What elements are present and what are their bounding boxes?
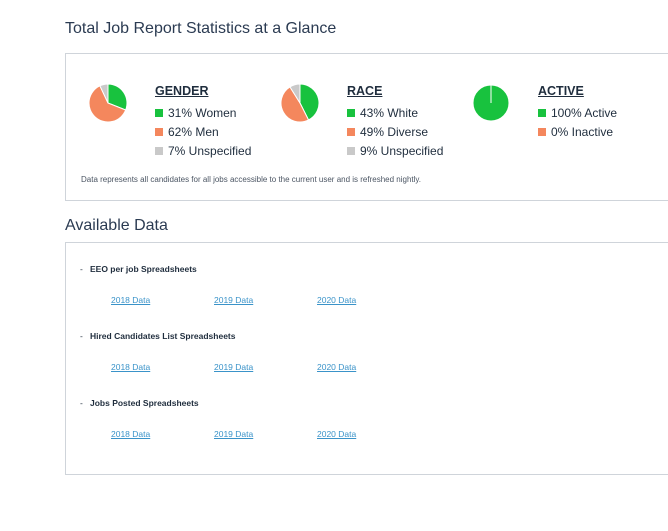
eeo-2020-link[interactable]: 2020 Data <box>317 295 357 305</box>
swatch <box>155 109 163 117</box>
gender-heading: GENDER <box>155 84 209 98</box>
legend-label: 9% Unspecified <box>360 144 444 158</box>
legend-item: 9% Unspecified <box>347 142 443 161</box>
swatch <box>347 147 355 155</box>
group-title: - Jobs Posted Spreadsheets <box>80 398 199 408</box>
group-title: - Hired Candidates List Spreadsheets <box>80 331 236 341</box>
legend-item: 43% White <box>347 104 443 123</box>
eeo-2019-link[interactable]: 2019 Data <box>214 295 254 305</box>
pie-slice <box>88 85 127 123</box>
pie-slice <box>289 83 301 105</box>
hired-2020-link[interactable]: 2020 Data <box>317 362 357 372</box>
stats-panel: GENDER 31% Women 62% Men 7% Unspecified … <box>65 53 668 201</box>
race-pie-chart <box>280 83 320 123</box>
dash-icon: - <box>80 331 83 341</box>
hired-2018-link[interactable]: 2018 Data <box>111 362 151 372</box>
legend-label: 62% Men <box>168 125 219 139</box>
legend-label: 43% White <box>360 106 419 120</box>
swatch <box>538 109 546 117</box>
jobs-2020-link[interactable]: 2020 Data <box>317 429 357 439</box>
group-title: - EEO per job Spreadsheets <box>80 264 197 274</box>
legend-item: 62% Men <box>155 123 251 142</box>
legend-label: 7% Unspecified <box>168 144 252 158</box>
swatch <box>155 128 163 136</box>
swatch <box>538 128 546 136</box>
active-heading: ACTIVE <box>538 84 584 98</box>
swatch <box>347 128 355 136</box>
legend-label: 49% Diverse <box>360 125 429 139</box>
eeo-2018-link[interactable]: 2018 Data <box>111 295 151 305</box>
active-pie-chart <box>472 84 510 122</box>
pie-slice <box>280 86 310 123</box>
available-data-title: Available Data <box>65 217 168 234</box>
stats-note: Data represents all candidates for all j… <box>81 175 422 184</box>
hired-2019-link[interactable]: 2019 Data <box>214 362 254 372</box>
swatch <box>347 109 355 117</box>
jobs-2019-link[interactable]: 2019 Data <box>214 429 254 439</box>
legend-item: 0% Inactive <box>538 123 617 142</box>
stats-section-title: Total Job Report Statistics at a Glance <box>65 20 337 37</box>
legend-label: 31% Women <box>168 106 237 120</box>
pie-slice <box>107 83 128 111</box>
pie-slice <box>99 83 109 104</box>
pie-slice <box>299 83 320 121</box>
legend-item: 49% Diverse <box>347 123 443 142</box>
available-data-panel: - EEO per job Spreadsheets 2018 Data 2019… <box>65 242 668 475</box>
legend-item: 7% Unspecified <box>155 142 251 161</box>
legend-item: 31% Women <box>155 104 251 123</box>
gender-pie-chart <box>88 83 128 123</box>
race-heading: RACE <box>347 84 383 98</box>
legend-item: 100% Active <box>538 104 617 123</box>
dash-icon: - <box>80 264 83 274</box>
swatch <box>155 147 163 155</box>
dash-icon: - <box>80 398 83 408</box>
jobs-2018-link[interactable]: 2018 Data <box>111 429 151 439</box>
legend-label: 0% Inactive <box>551 125 614 139</box>
legend-label: 100% Active <box>551 106 618 120</box>
